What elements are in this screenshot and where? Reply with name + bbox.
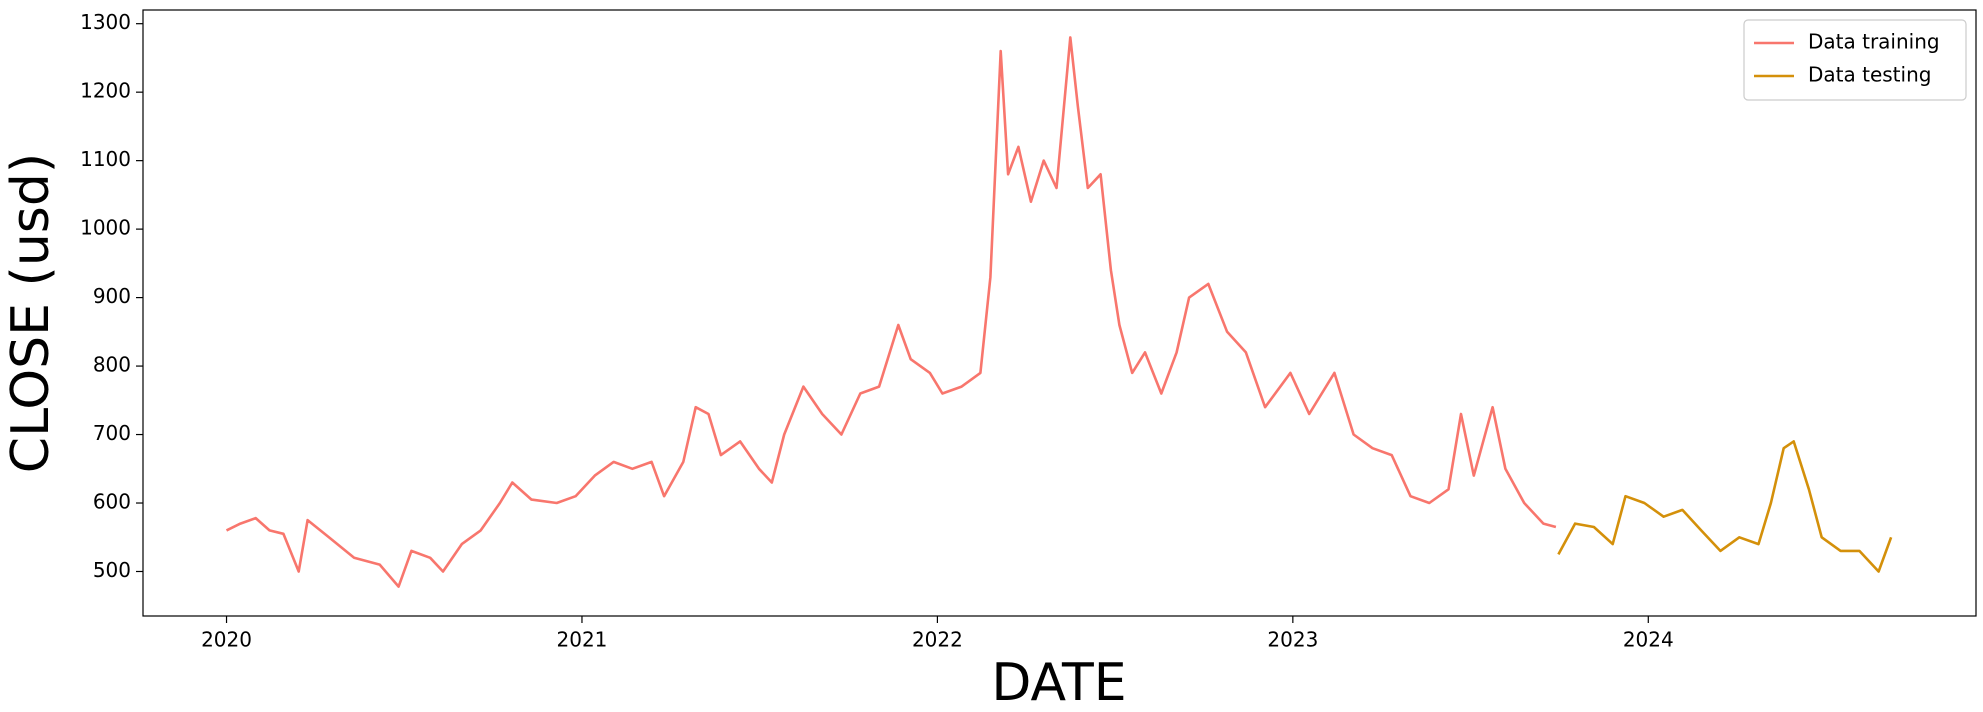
legend-label: Data training: [1808, 30, 1940, 54]
legend-label: Data testing: [1808, 63, 1931, 87]
x-tick-label: 2020: [201, 628, 252, 652]
legend-box: [1743, 19, 1967, 101]
y-tick-label: 1000: [80, 216, 131, 240]
data-line: [225, 36, 1557, 588]
x-axis-label: DATE: [991, 653, 1126, 712]
y-tick-label: 1200: [80, 79, 131, 103]
x-tick-label: 2022: [912, 628, 963, 652]
y-tick-label: 1300: [80, 10, 131, 34]
y-tick-label: 700: [93, 421, 131, 445]
x-tick-label: 2024: [1623, 628, 1674, 652]
y-tick-label: 800: [93, 353, 131, 377]
x-tick-label: 2021: [557, 628, 608, 652]
data-line: [1557, 440, 1893, 573]
plot-frame: [142, 9, 1977, 617]
y-tick-label: 900: [93, 284, 131, 308]
y-tick-label: 1100: [80, 147, 131, 171]
y-tick-label: 600: [93, 490, 131, 514]
x-tick-label: 2023: [1267, 628, 1318, 652]
y-axis-label: CLOSE (usd): [1, 153, 61, 473]
y-tick-label: 500: [93, 558, 131, 582]
